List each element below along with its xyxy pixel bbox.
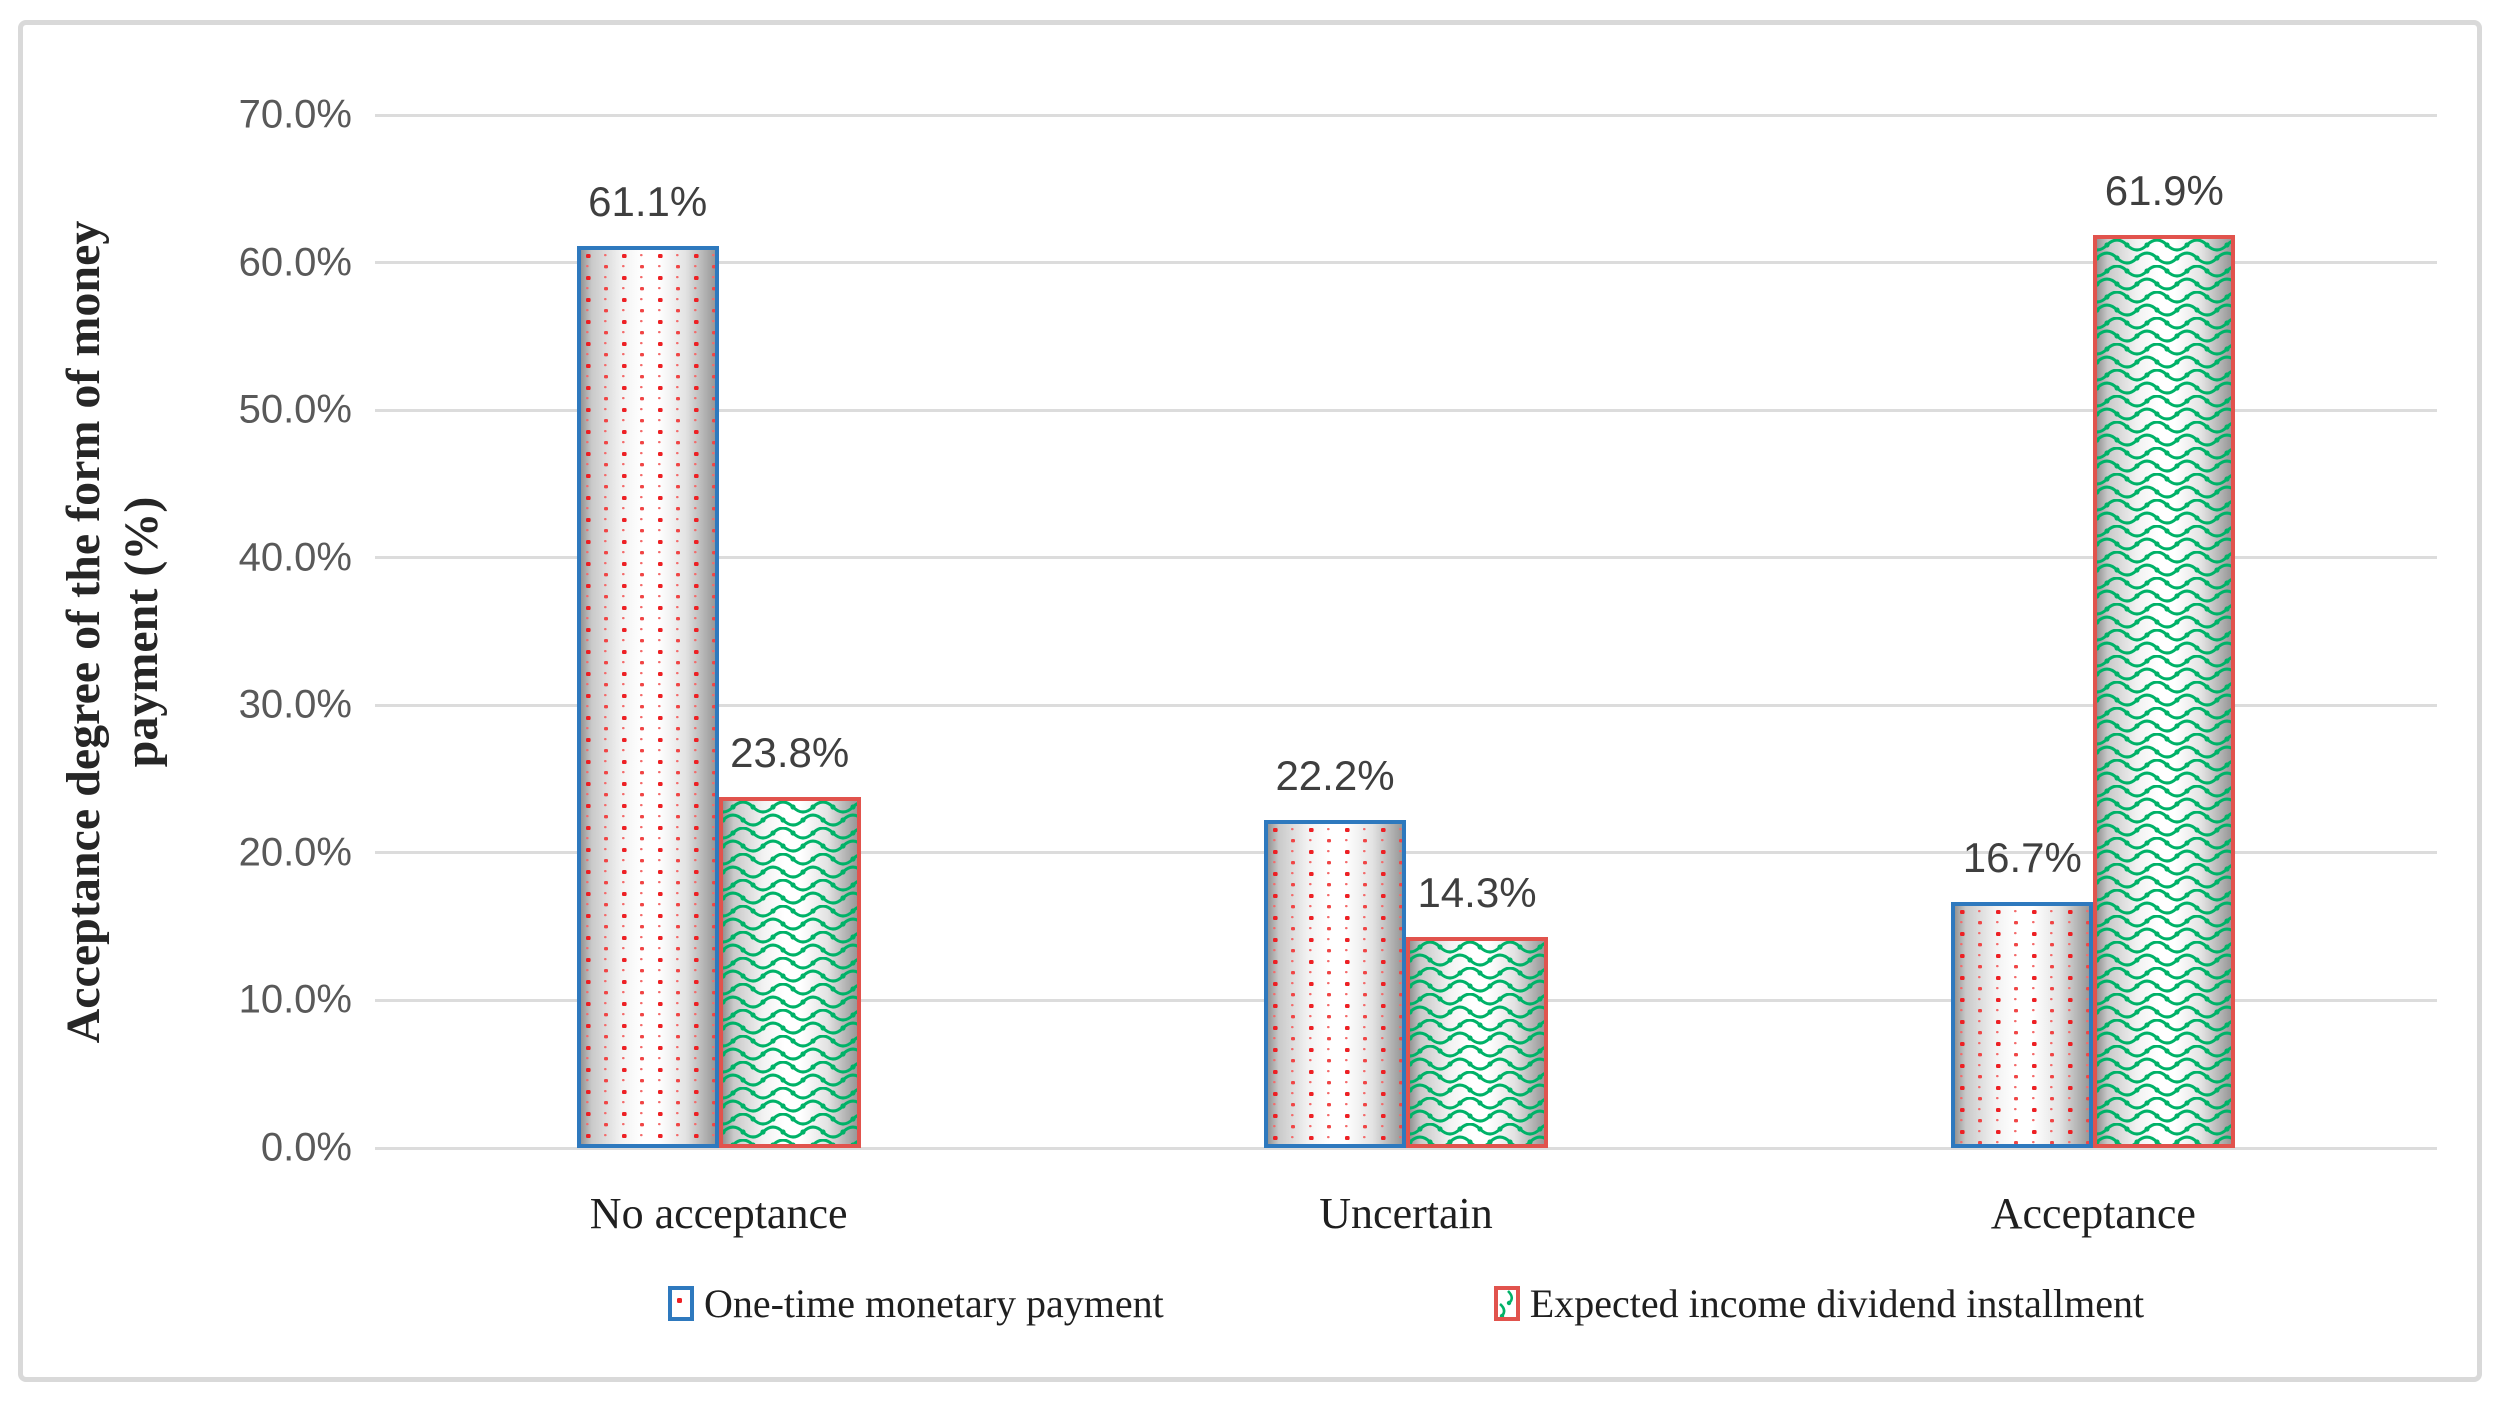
- legend: One-time monetary payment Expected income…: [375, 1280, 2437, 1327]
- gridline: [375, 1146, 2437, 1150]
- y-tick-label: 70.0%: [238, 92, 352, 137]
- chart-border-frame: [18, 20, 2482, 1382]
- y-axis-title-line2: payment (%): [114, 496, 168, 768]
- gridline: [375, 408, 2437, 412]
- gridline: [375, 851, 2437, 855]
- legend-item-expected-income-dividend-installment: Expected income dividend installment: [1493, 1280, 2145, 1327]
- bar-one-time-monetary-payment-acceptance: [1951, 901, 2094, 1148]
- bar-value-label: 16.7%: [1962, 833, 2082, 881]
- gridline: [375, 556, 2437, 560]
- category-label-uncertain: Uncertain: [1319, 1189, 1493, 1238]
- legend-item-one-time-monetary-payment: One-time monetary payment: [667, 1280, 1164, 1327]
- gridline: [375, 113, 2437, 117]
- bar-value-label: 22.2%: [1275, 752, 1395, 800]
- y-tick-label: 60.0%: [238, 240, 352, 285]
- green-shingle-fill: [722, 800, 857, 1144]
- bar-one-time-monetary-payment-no-acceptance: [576, 246, 719, 1148]
- category-label-no-acceptance: No acceptance: [589, 1189, 848, 1238]
- y-tick-label: 40.0%: [238, 535, 352, 580]
- plot-area: 61.1% 22.2% 16.7% 23.8% 14.3% 61.9% No accepta…: [375, 113, 2437, 1238]
- bar-one-time-monetary-payment-uncertain: [1264, 820, 1406, 1148]
- red-dots-fill: [580, 250, 715, 1144]
- category-label-acceptance: Acceptance: [1990, 1189, 2196, 1238]
- legend-label-one-time-monetary-payment: One-time monetary payment: [703, 1281, 1164, 1326]
- bar-expected-income-dividend-installment-acceptance: [2093, 234, 2236, 1148]
- y-axis-title: Acceptance degree of the form of money p…: [55, 122, 175, 1142]
- legend-swatch-red-dots-icon: [667, 1286, 694, 1321]
- y-tick-label: 20.0%: [238, 830, 352, 875]
- legend-label-expected-income-dividend-installment: Expected income dividend installment: [1529, 1281, 2145, 1326]
- y-tick-label: 30.0%: [238, 682, 352, 727]
- bar-expected-income-dividend-installment-no-acceptance: [718, 796, 861, 1148]
- red-dots-fill: [1268, 824, 1402, 1144]
- bar-value-label: 61.9%: [2104, 166, 2224, 214]
- red-dots-fill: [1955, 905, 2090, 1144]
- red-dot-pattern-icon: [676, 1298, 682, 1303]
- green-shingle-fill: [1410, 940, 1544, 1144]
- green-shingle-fill: [2097, 238, 2232, 1144]
- bar-value-label: 23.8%: [730, 728, 850, 776]
- y-axis-title-line1: Acceptance degree of the form of money: [57, 220, 110, 1044]
- bar-value-label: 61.1%: [588, 178, 708, 226]
- gridline: [375, 261, 2437, 265]
- bar-expected-income-dividend-installment-uncertain: [1406, 936, 1548, 1148]
- gridline: [375, 703, 2437, 707]
- y-tick-label: 0.0%: [260, 1125, 352, 1170]
- legend-swatch-green-shingle-icon: [1493, 1286, 1520, 1321]
- y-tick-label: 10.0%: [238, 977, 352, 1022]
- green-shingle-pattern-icon: [1498, 1290, 1513, 1317]
- y-tick-label: 50.0%: [238, 387, 352, 432]
- bar-value-label: 14.3%: [1417, 868, 1537, 916]
